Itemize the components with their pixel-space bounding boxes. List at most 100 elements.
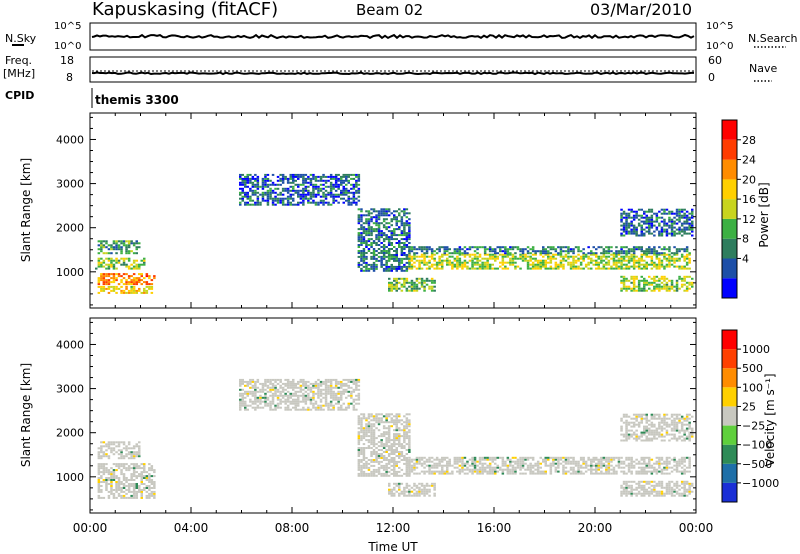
power-cell [643, 277, 646, 280]
velocity-cell [365, 439, 368, 442]
power-cell [403, 277, 406, 280]
power-cell [100, 246, 103, 249]
velocity-cell [433, 494, 436, 497]
power-cell [483, 257, 487, 260]
velocity-cell [529, 470, 532, 473]
velocity-cell [519, 460, 522, 463]
power-cell [286, 199, 290, 202]
velocity-cell [107, 445, 111, 448]
power-cell [478, 255, 482, 258]
velocity-cell [367, 439, 371, 442]
power-cell [478, 263, 482, 266]
velocity-cell [294, 392, 297, 395]
velocity-cell [478, 458, 482, 461]
power-cell [115, 246, 118, 249]
velocity-cell [625, 484, 628, 487]
velocity-cell [410, 466, 414, 469]
power-cell [327, 201, 330, 204]
power-cell [680, 216, 684, 219]
power-cell [650, 220, 654, 223]
power-cell [271, 201, 275, 204]
velocity-cell [650, 458, 654, 461]
velocity-cell [362, 464, 366, 467]
velocity-cell [408, 462, 411, 465]
velocity-cell [360, 421, 363, 424]
power-cell [640, 220, 643, 223]
power-cell [577, 246, 580, 249]
power-cell [249, 179, 252, 182]
velocity-cell [345, 388, 348, 391]
velocity-cell [390, 468, 393, 471]
velocity-cell [572, 458, 575, 461]
velocity-cell [319, 406, 323, 409]
velocity-cell [357, 453, 361, 455]
power-cell [542, 252, 545, 255]
power-cell [632, 257, 636, 260]
power-cell [357, 173, 361, 176]
power-cell [304, 187, 308, 190]
power-cell [415, 287, 419, 290]
velocity-cell [627, 468, 631, 471]
power-cell [632, 218, 636, 221]
velocity-cell [562, 468, 565, 471]
velocity-cell [382, 415, 386, 418]
power-cell [405, 267, 409, 270]
power-cell [458, 257, 462, 260]
velocity-cell [385, 443, 388, 446]
velocity-cell [483, 456, 487, 459]
power-cell [529, 263, 532, 266]
power-cell [380, 246, 383, 248]
velocity-cell [100, 445, 103, 448]
velocity-cell [138, 455, 141, 458]
power-cell [337, 193, 340, 196]
velocity-cell [632, 421, 636, 424]
power-cell [254, 185, 257, 188]
power-cell [577, 250, 580, 253]
power-cell [132, 261, 136, 264]
velocity-cell [105, 471, 108, 474]
power-cell [360, 259, 363, 262]
velocity-cell [395, 433, 398, 436]
velocity-cell [587, 456, 590, 459]
velocity-cell [340, 382, 343, 385]
power-cell [494, 267, 497, 270]
power-cell [660, 263, 664, 266]
power-cell [375, 267, 378, 270]
power-cell [658, 252, 661, 255]
power-cell [95, 267, 98, 270]
power-cell [640, 267, 643, 270]
power-cell [309, 193, 313, 196]
power-cell [668, 285, 671, 288]
velocity-cell [312, 382, 315, 385]
power-cell [632, 226, 636, 229]
velocity-cell [387, 459, 391, 461]
power-cell [254, 203, 257, 206]
velocity-cell [382, 435, 386, 438]
velocity-cell [400, 443, 404, 446]
velocity-cell [150, 492, 154, 495]
velocity-cell [317, 392, 320, 395]
power-cell [640, 275, 643, 278]
velocity-cell [269, 390, 272, 393]
velocity-cell [135, 443, 138, 446]
velocity-cell [112, 469, 116, 472]
velocity-cell [355, 408, 358, 411]
power-cell [448, 259, 451, 262]
power-cell [435, 261, 439, 264]
power-cell [322, 173, 325, 176]
velocity-cell [463, 456, 467, 459]
velocity-cell [380, 449, 383, 451]
power-cell [539, 250, 542, 253]
power-cell [261, 191, 265, 194]
velocity-band-2 [239, 378, 361, 411]
power-cell [635, 210, 638, 213]
power-cell [640, 257, 643, 260]
velocity-cell [362, 451, 366, 453]
velocity-cell [443, 470, 446, 473]
power-cell [521, 252, 525, 255]
power-cell [564, 255, 568, 258]
velocity-cell [441, 460, 444, 463]
power-cell [648, 226, 651, 229]
power-cell [617, 265, 621, 268]
power-cell [610, 257, 613, 260]
